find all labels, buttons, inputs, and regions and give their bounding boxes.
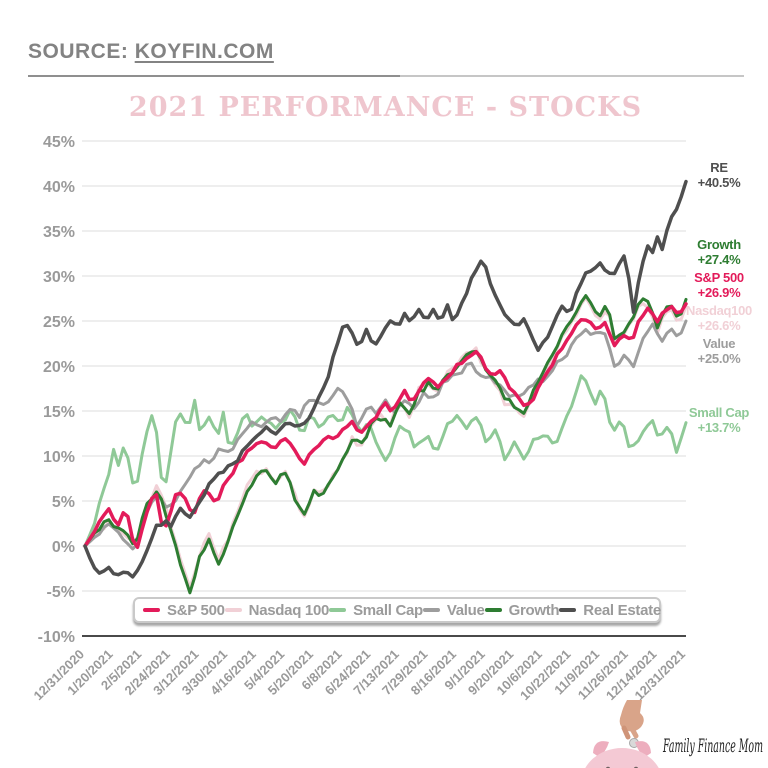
legend-swatch-real-estate — [559, 608, 577, 612]
logo-text: Family Finance Mom — [663, 735, 763, 757]
hand-coin-icon — [619, 700, 644, 748]
series-line-real-estate — [83, 179, 688, 579]
y-axis-label: 15% — [43, 404, 75, 421]
series-line-value — [83, 319, 688, 551]
legend-swatch-s-p-500 — [143, 608, 160, 612]
y-axis-label: -5% — [47, 584, 75, 601]
header-divider-right — [400, 75, 744, 77]
series-line-small-cap — [83, 374, 688, 548]
legend-item-nasdaq-100[interactable]: Nasdaq 100 — [224, 601, 330, 619]
y-axis-label: 35% — [43, 224, 75, 241]
legend-label: Small Cap — [353, 601, 423, 619]
legend-label: Value — [446, 601, 485, 619]
header-divider-left — [28, 75, 400, 77]
piggy-bank-icon — [585, 741, 659, 768]
y-axis-label: 20% — [43, 359, 75, 376]
legend-label: Nasdaq 100 — [248, 601, 330, 619]
y-axis-label: 10% — [43, 449, 75, 466]
legend-swatch-small-cap — [329, 608, 347, 612]
family-finance-mom-logo: Family Finance Mom — [585, 700, 763, 768]
y-axis-label: 45% — [43, 134, 75, 151]
legend-item-s-p-500[interactable]: S&P 500 — [143, 602, 225, 619]
legend-label: S&P 500 — [167, 601, 225, 619]
legend-item-small-cap[interactable]: Small Cap — [329, 602, 423, 619]
series-line-s-p-500 — [83, 302, 688, 550]
legend-swatch-value — [422, 608, 440, 612]
chart-legend: S&P 500 Nasdaq 100 Small Cap Value Growth Rea… — [133, 597, 661, 623]
legend-swatch-nasdaq-100 — [224, 608, 242, 612]
y-axis-label: 30% — [43, 269, 75, 286]
y-axis-label: 5% — [52, 494, 75, 511]
legend-swatch-growth — [484, 608, 502, 612]
source-link[interactable]: KOYFIN.COM — [134, 40, 274, 63]
y-axis-label: -10% — [38, 629, 75, 646]
series-line-growth — [83, 294, 688, 595]
y-axis-label: 0% — [52, 539, 75, 556]
source-prefix-label: SOURCE: — [28, 40, 129, 63]
legend-label: Growth — [508, 601, 560, 619]
legend-item-real-estate[interactable]: Real Estate — [559, 602, 661, 619]
y-axis-label: 25% — [43, 314, 75, 331]
legend-item-growth[interactable]: Growth — [484, 601, 560, 619]
chart-title: 2021 PERFORMANCE - STOCKS — [128, 92, 643, 123]
legend-item-value[interactable]: Value — [422, 601, 485, 619]
source-attribution: SOURCE: KOYFIN.COM — [28, 40, 274, 64]
legend-label: Real Estate — [583, 601, 661, 619]
y-axis-label: 40% — [43, 179, 75, 196]
